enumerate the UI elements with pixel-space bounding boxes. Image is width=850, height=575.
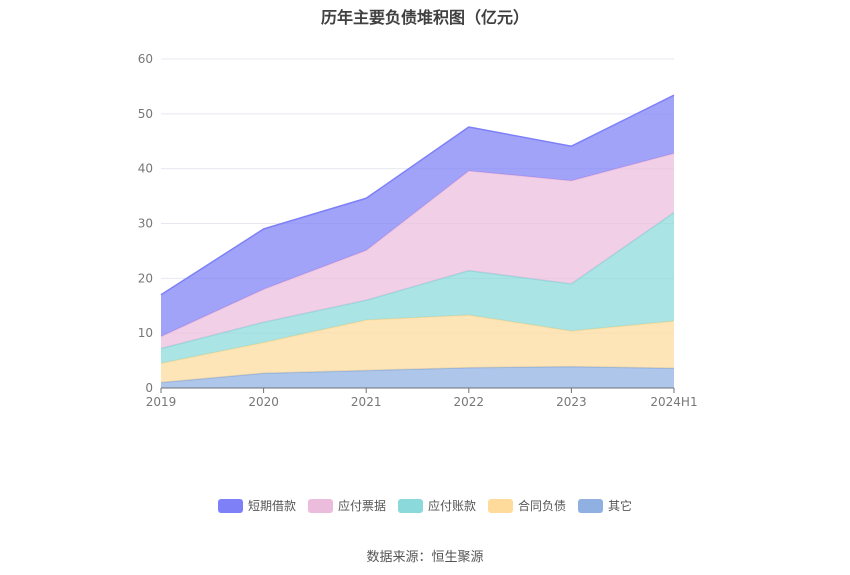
x-tick-label: 2020 <box>248 395 279 409</box>
x-tick-label: 2023 <box>556 395 587 409</box>
y-tick-label: 40 <box>138 162 153 176</box>
legend-swatch <box>488 498 513 513</box>
legend-swatch <box>217 498 243 513</box>
y-tick-label: 20 <box>138 271 153 285</box>
legend-label: 短期借款 <box>247 499 296 513</box>
x-tick-label: 2019 <box>146 395 177 409</box>
y-tick-label: 50 <box>138 107 153 121</box>
legend-swatch <box>307 498 333 513</box>
area-series-其它 <box>161 366 674 388</box>
y-tick-label: 10 <box>138 326 153 340</box>
area-series-短期借款 <box>161 95 674 337</box>
y-tick-label: 0 <box>145 381 153 395</box>
area-series-合同负债 <box>161 315 674 383</box>
legend-item[interactable]: 应付票据 <box>307 497 386 514</box>
legend-label: 合同负债 <box>518 499 567 513</box>
legend-item[interactable]: 其它 <box>578 497 632 514</box>
series-line-短期借款 <box>160 94 675 296</box>
legend-item[interactable]: 应付账款 <box>397 497 476 514</box>
chart-title: 历年主要负债堆积图（亿元） <box>320 8 529 27</box>
area-series-应付票据 <box>161 153 674 349</box>
legend-label: 应付票据 <box>337 499 386 513</box>
data-source-note: 数据来源：恒生聚源 <box>366 550 484 565</box>
x-tick-label: 2021 <box>351 395 382 409</box>
chart-legend: 短期借款 应付票据 应付账款 合同负债 其它 <box>0 497 850 514</box>
y-tick-label: 60 <box>138 52 153 66</box>
legend-item[interactable]: 短期借款 <box>217 497 296 514</box>
y-tick-label: 30 <box>138 217 153 231</box>
legend-swatch <box>397 498 423 513</box>
legend-item[interactable]: 合同负债 <box>488 497 566 514</box>
stacked-area-chart: 0 10 20 30 40 50 60 2019 2020 2021 2022 2023 2024H1 <box>138 52 698 409</box>
x-tick-label: 2022 <box>454 395 485 409</box>
legend-label: 其它 <box>608 499 633 513</box>
legend-label: 应付账款 <box>427 499 476 513</box>
area-series-应付账款 <box>161 212 674 364</box>
legend-swatch <box>578 498 604 513</box>
x-tick-label: 2024H1 <box>650 395 697 409</box>
